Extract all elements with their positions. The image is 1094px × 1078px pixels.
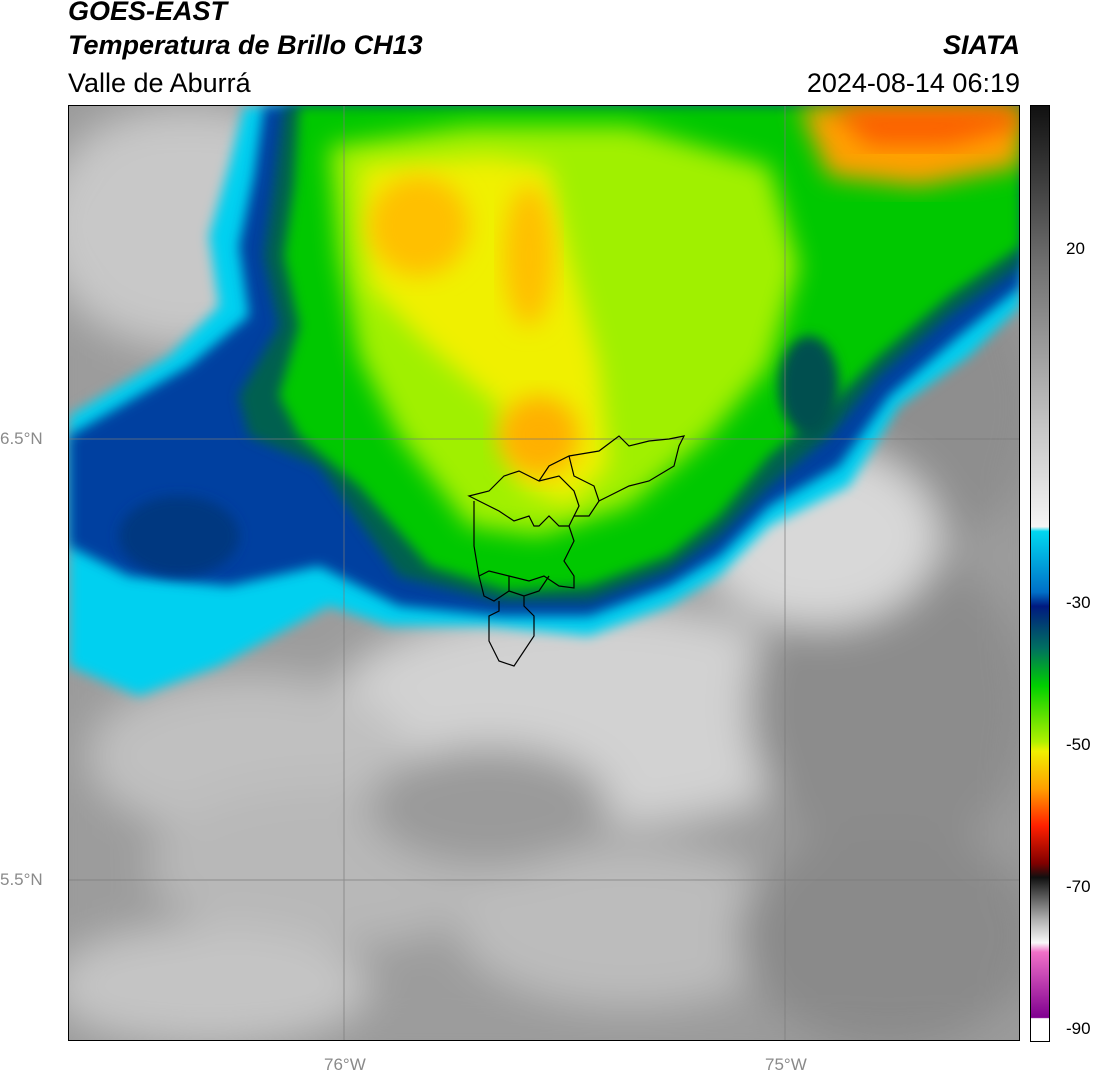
colorbar-label-minus-50: -50 <box>1066 735 1091 754</box>
colorbar-label-minus-70: -70 <box>1066 877 1091 896</box>
municipal-boundaries <box>467 435 686 667</box>
colorbar-label-20: 20 <box>1066 239 1085 258</box>
lat-label-5-5: 5.5°N <box>0 870 43 889</box>
colorbar <box>1030 105 1050 1042</box>
colorbar-label-minus-30: -30 <box>1066 593 1091 612</box>
map-layers <box>69 106 1019 1040</box>
title-satellite: GOES-EAST <box>68 0 228 26</box>
title-region: Valle de Aburrá <box>68 68 251 98</box>
title-datetime: 2024-08-14 06:19 <box>806 68 1020 98</box>
title-product: Temperatura de Brillo CH13 <box>68 30 423 60</box>
colorbar-gradient <box>1031 106 1049 1041</box>
colorbar-label-minus-90: -90 <box>1066 1019 1091 1038</box>
lon-label-75: 75°W <box>765 1055 807 1074</box>
satellite-map <box>68 105 1020 1041</box>
lat-label-6-5: 6.5°N <box>0 429 43 448</box>
cloud-shield <box>69 106 1019 696</box>
lon-label-76: 76°W <box>324 1055 366 1074</box>
gridlines <box>69 106 1019 1040</box>
title-agency: SIATA <box>943 30 1020 60</box>
